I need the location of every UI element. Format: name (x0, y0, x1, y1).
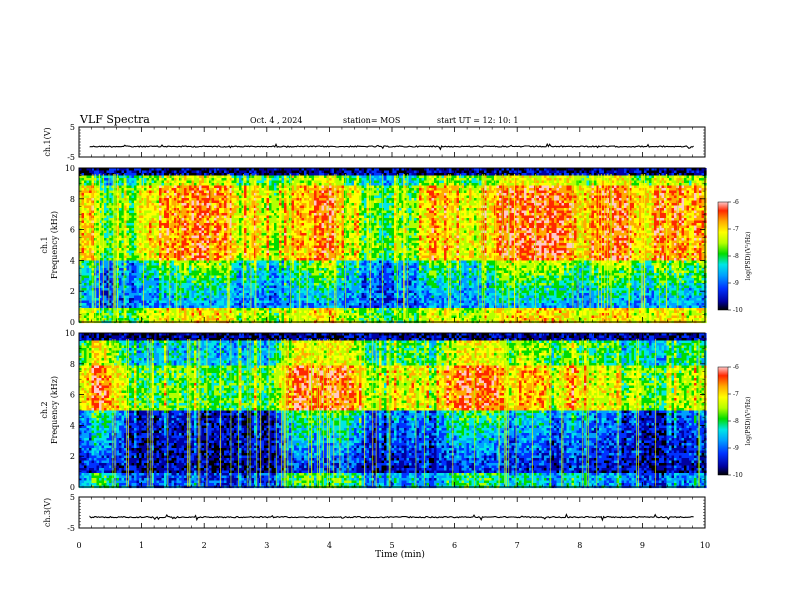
y-tick-label: 2 (70, 452, 75, 461)
y-tick-label: 5 (70, 123, 75, 132)
ch2-colorbar: log(PSD)(V²/Hz) -6 -7 -8 -9 -10 (717, 364, 752, 479)
colorbar-tick-label: -10 (733, 472, 743, 479)
figure-title: VLF Spectra (79, 113, 150, 126)
y-tick-label: 0 (70, 483, 75, 492)
y-tick-label: 4 (70, 421, 75, 430)
ch1-colorbar: log(PSD)(V²/Hz) -6 -7 -8 -9 -10 (717, 199, 752, 314)
y-axis-label: Frequency (kHz) (50, 211, 59, 279)
y-axis-label: ch.3(V) (43, 498, 52, 527)
colorbar-tick-label: -6 (733, 364, 739, 371)
y-tick-label: 5 (70, 493, 75, 502)
start-time-label: start UT = 12: 10: 1 (437, 116, 518, 125)
colorbar-tick-label: -8 (733, 253, 739, 260)
colorbar-tick-label: -10 (733, 307, 743, 314)
channel-label: ch.2 (40, 401, 49, 418)
colorbar-tick-label: -8 (733, 418, 739, 425)
station-label: station= MOS (343, 116, 400, 125)
colorbar-tick-label: -9 (733, 445, 739, 452)
x-tick-label: 2 (202, 541, 207, 550)
y-tick-label: 10 (65, 164, 75, 173)
colorbar-scale (717, 366, 729, 476)
colorbar-label: log(PSD)(V²/Hz) (745, 397, 752, 446)
colorbar-tick-label: -7 (733, 226, 739, 233)
colorbar-label: log(PSD)(V²/Hz) (745, 232, 752, 281)
x-tick-label: 4 (327, 541, 332, 550)
y-tick-label: -5 (67, 153, 75, 162)
y-tick-label: 6 (70, 391, 75, 400)
spectrogram-image (79, 168, 707, 324)
x-axis-label: Time (min) (375, 549, 425, 560)
x-tick-label: 3 (264, 541, 269, 550)
ch1-waveform-panel: 5 -5 ch.1(V) (43, 123, 706, 162)
colorbar-tick-label: -6 (733, 199, 739, 206)
y-axis-label: Frequency (kHz) (50, 376, 59, 444)
x-tick-label: 0 (76, 541, 81, 550)
y-tick-label: 8 (70, 195, 75, 204)
y-tick-label: -5 (67, 524, 75, 533)
x-tick-label: 9 (640, 541, 645, 550)
y-tick-label: 10 (65, 329, 75, 338)
y-tick-label: 4 (70, 256, 75, 265)
y-tick-label: 6 (70, 226, 75, 235)
colorbar-tick-label: -9 (733, 280, 739, 287)
y-tick-label: 2 (70, 287, 75, 296)
x-tick-label: 1 (139, 541, 144, 550)
x-tick-label: 5 (389, 541, 394, 550)
x-tick-label: 8 (577, 541, 582, 550)
ch3-waveform-panel: 5 -5 ch.3(V) (43, 493, 706, 533)
x-tick-label: 6 (452, 541, 457, 550)
date-label: Oct. 4 , 2024 (250, 116, 302, 125)
ch1-spectrogram-panel: 0 2 4 6 8 10 ch.1 Frequency (kHz) (40, 164, 707, 327)
spectrogram-image (79, 333, 707, 489)
y-tick-label: 0 (70, 318, 75, 327)
x-tick-label: 7 (515, 541, 520, 550)
colorbar-tick-label: -7 (733, 391, 739, 398)
colorbar-scale (717, 201, 729, 311)
waveform-trace (89, 513, 694, 522)
y-tick-label: 8 (70, 360, 75, 369)
waveform-trace (89, 142, 694, 151)
y-axis-label: ch.1(V) (43, 127, 52, 156)
channel-label: ch.1 (40, 236, 49, 253)
x-tick-label: 10 (700, 541, 710, 550)
ch2-spectrogram-panel: 0 2 4 6 8 10 ch.2 Frequency (kHz) (40, 329, 707, 492)
